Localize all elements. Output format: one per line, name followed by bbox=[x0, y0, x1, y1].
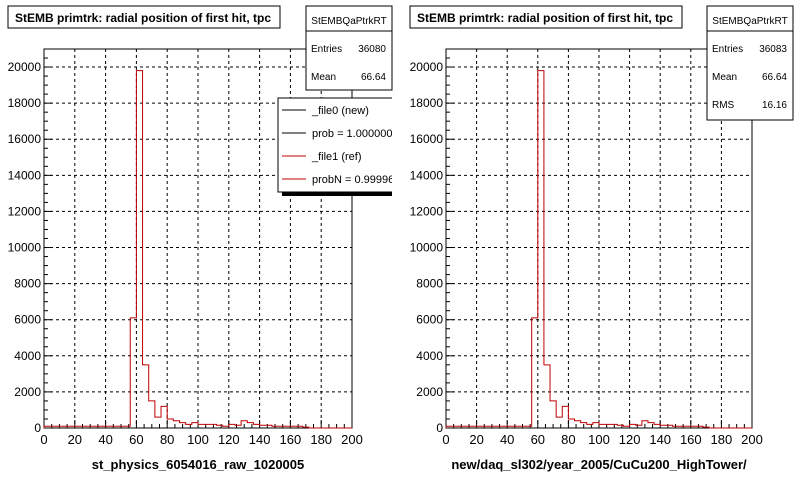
x-tick-label: 0 bbox=[442, 432, 449, 447]
x-tick-label: 80 bbox=[160, 432, 174, 447]
y-tick-label: 10000 bbox=[410, 241, 444, 255]
y-tick-label: 6000 bbox=[14, 313, 41, 327]
y-tick-label: 12000 bbox=[8, 204, 42, 218]
x-tick-label: 180 bbox=[711, 432, 733, 447]
y-tick-label: 16000 bbox=[410, 132, 444, 146]
x-tick-label: 60 bbox=[531, 432, 545, 447]
y-tick-label: 8000 bbox=[14, 277, 41, 291]
legend-label: prob = 1.000000 bbox=[312, 128, 392, 140]
y-tick-label: 18000 bbox=[8, 96, 42, 110]
x-tick-label: 40 bbox=[500, 432, 514, 447]
x-tick-label: 40 bbox=[98, 432, 112, 447]
stats-name: StEMBQaPtrkRT bbox=[311, 16, 386, 27]
y-tick-label: 20000 bbox=[410, 60, 444, 74]
x-tick-label: 100 bbox=[588, 432, 610, 447]
x-tick-label: 140 bbox=[249, 432, 271, 447]
chart-panel-2: 0 20 40 60 80 100 120 140 160 180 2000200040006000… bbox=[409, 5, 794, 472]
chart-title: StEMB primtrk: radial position of first … bbox=[417, 11, 673, 25]
x-tick-label: 60 bbox=[129, 432, 143, 447]
x-tick-label: 160 bbox=[680, 432, 702, 447]
stats-value: 66.64 bbox=[762, 72, 787, 83]
x-tick-label: 160 bbox=[280, 432, 302, 447]
stats-value: 16.16 bbox=[762, 100, 787, 111]
x-tick-label: 120 bbox=[619, 432, 641, 447]
histogram-series-1 bbox=[445, 70, 752, 429]
x-axis-label: new/daq_sl302/year_2005/CuCu200_HighTowe… bbox=[451, 457, 747, 472]
x-tick-label: 20 bbox=[469, 432, 483, 447]
x-tick-label: 100 bbox=[187, 432, 209, 447]
x-tick-label: 0 bbox=[40, 432, 47, 447]
chart-title: StEMB primtrk: radial position of first … bbox=[15, 11, 271, 25]
y-tick-label: 20000 bbox=[8, 60, 42, 74]
plot-frame bbox=[445, 48, 753, 429]
y-tick-label: 12000 bbox=[410, 204, 444, 218]
legend-box bbox=[277, 97, 392, 193]
y-tick-label: 14000 bbox=[8, 168, 42, 182]
legend-label: _file0 (new) bbox=[311, 105, 369, 117]
y-tick-label: 16000 bbox=[8, 132, 42, 146]
stats-label: Entries bbox=[712, 44, 743, 55]
x-tick-label: 180 bbox=[310, 432, 332, 447]
x-tick-label: 140 bbox=[649, 432, 671, 447]
x-axis-label: st_physics_6054016_raw_1020005 bbox=[92, 457, 305, 472]
y-tick-label: 4000 bbox=[416, 349, 443, 363]
histogram-series-1 bbox=[43, 70, 352, 429]
stats-label: Mean bbox=[712, 72, 737, 83]
x-tick-label: 20 bbox=[68, 432, 82, 447]
y-tick-label: 6000 bbox=[416, 313, 443, 327]
y-tick-label: 2000 bbox=[416, 385, 443, 399]
y-tick-label: 2000 bbox=[14, 385, 41, 399]
stats-name: StEMBQaPtrkRT bbox=[712, 16, 787, 27]
stats-value: 36083 bbox=[759, 44, 787, 55]
legend-label: _file1 (ref) bbox=[311, 151, 362, 163]
stats-box bbox=[706, 5, 794, 121]
stats-value: 36080 bbox=[358, 44, 386, 55]
title-box bbox=[409, 5, 683, 29]
x-tick-label: 200 bbox=[341, 432, 363, 447]
y-tick-label: 8000 bbox=[416, 277, 443, 291]
y-tick-label: 18000 bbox=[410, 96, 444, 110]
y-tick-label: 4000 bbox=[14, 349, 41, 363]
legend-label: probN = 0.999963 bbox=[312, 174, 400, 186]
y-tick-label: 10000 bbox=[8, 241, 42, 255]
x-tick-label: 120 bbox=[218, 432, 240, 447]
stats-label: Mean bbox=[311, 72, 336, 83]
x-tick-label: 200 bbox=[741, 432, 763, 447]
chart-panel-1: 0 20 40 60 80 100 120 140 160 180 2000200040006000… bbox=[7, 5, 400, 472]
y-tick-label: 0 bbox=[34, 421, 41, 435]
stats-box bbox=[305, 5, 393, 91]
stats-label: Entries bbox=[311, 44, 342, 55]
stats-label: RMS bbox=[712, 100, 735, 111]
title-box bbox=[7, 5, 281, 29]
y-tick-label: 0 bbox=[436, 421, 443, 435]
legend: _file0 (new) prob = 1.000000 _file1 (ref) p… bbox=[277, 97, 400, 196]
y-tick-label: 14000 bbox=[410, 168, 444, 182]
x-tick-label: 80 bbox=[561, 432, 575, 447]
stats-value: 66.64 bbox=[361, 72, 386, 83]
